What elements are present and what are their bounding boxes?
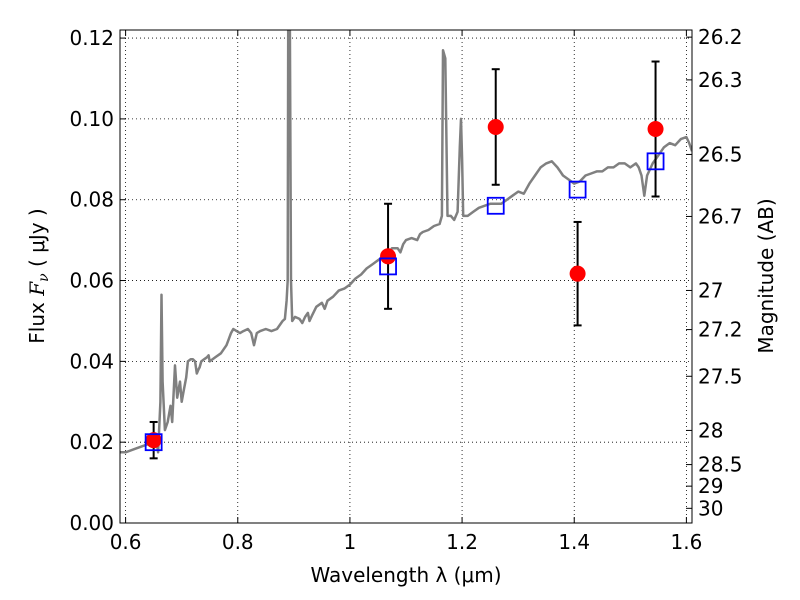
mag-tick-label: 30 [698,496,723,520]
mag-tick-label: 26.3 [698,68,743,92]
y-tick-label: 0.02 [69,430,114,454]
axis-ticks: 0.6 0.8 1 1.2 1.4 1.6 0.00 0.02 0.04 0.06 0.08 0.10… [69,25,742,554]
data-point [380,248,397,265]
plot-frame [119,29,693,524]
plot-background [120,30,692,523]
photometry-points [145,118,664,449]
mag-tick-label: 28 [698,418,723,442]
model-points [144,152,665,452]
mag-tick-label: 26.2 [698,25,743,49]
mag-tick-label: 29 [698,474,723,498]
mag-tick-label: 26.5 [698,142,743,166]
data-point [487,118,504,135]
model-point [568,180,587,199]
mag-tick-label: 27.2 [698,318,743,342]
model-point [486,196,505,215]
y-axis-label: Flux Fν ( μJy ) [25,208,52,343]
y-tick-label: 0.10 [69,107,114,131]
y-tick-label: 0.12 [69,26,114,50]
mag-tick-label: 27 [698,278,723,302]
model-point [144,433,163,452]
mag-tick-label: 27.5 [698,364,743,388]
mag-tick-label: 26.7 [698,204,743,228]
data-point [569,265,586,282]
y-tick-label: 0.06 [69,269,114,293]
x-tick-label: 1.4 [558,530,590,554]
model-point [379,257,397,276]
y-tick-label: 0.08 [69,188,114,212]
x-tick-label: 0.8 [222,530,254,554]
x-tick-label: 1.2 [446,530,478,554]
y-tick-label: 0.00 [69,511,114,535]
x-tick-label: 1 [344,530,357,554]
y-tick-label: 0.04 [69,349,114,373]
x-tick-label: 1.6 [670,530,702,554]
model-point [646,152,665,171]
x-axis-label: Wavelength λ (μm) [310,563,501,587]
x-tick-label: 0.6 [110,530,142,554]
mag-tick-label: 28.5 [698,453,743,477]
y2-axis-label: Magnitude (AB) [754,198,778,353]
data-point [647,121,664,138]
